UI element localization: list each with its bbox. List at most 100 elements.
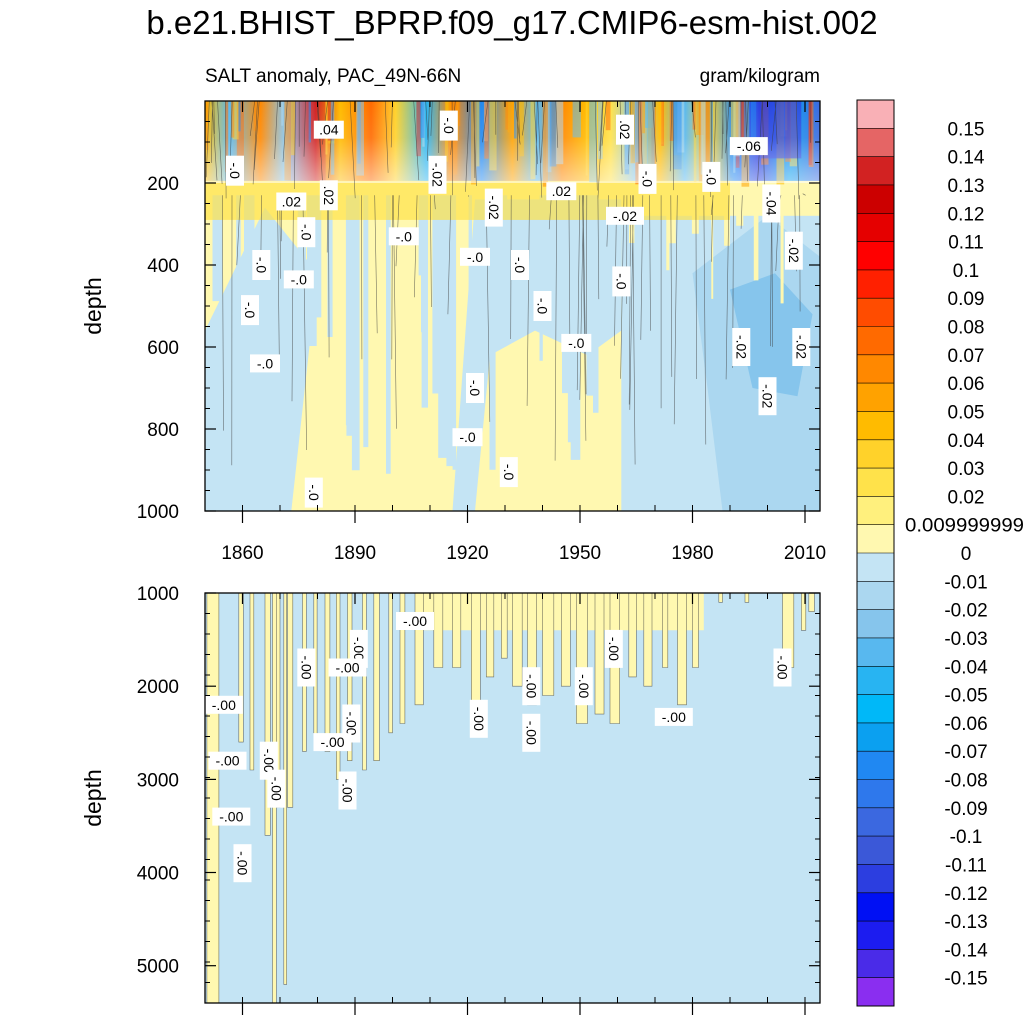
bottom-y-axis-title: depth	[80, 769, 106, 827]
top-contour-label: -.0	[388, 227, 419, 246]
colorbar-swatch	[857, 298, 894, 327]
top-x-tick-label: 1980	[671, 543, 713, 564]
top-contour-label: -.0	[499, 457, 518, 488]
colorbar-label: 0.1	[953, 261, 979, 282]
colorbar-label: 0.11	[948, 233, 984, 254]
bottom-contour-label-text: -.00	[212, 697, 236, 713]
bottom-contour-label-text: -.00	[298, 655, 314, 679]
top-x-tick-label: 1950	[559, 543, 601, 564]
colorbar-label: -0.03	[944, 629, 987, 650]
colorbar-label: -0.15	[944, 969, 987, 990]
top-contour-label: -.0	[460, 247, 490, 266]
top-x-tick-label: 2010	[784, 543, 826, 564]
colorbar-swatch	[857, 921, 894, 950]
top-contour-label: -.0	[702, 161, 721, 192]
colorbar-label: -0.04	[944, 657, 988, 678]
top-contour-label-text: -.02	[613, 208, 637, 224]
top-contour-label-text: -.0	[640, 171, 656, 188]
top-fade	[205, 101, 820, 183]
bottom-y-tick-label: 3000	[137, 770, 179, 791]
top-contour-label: -.02	[428, 155, 447, 194]
bottom-contour-label-text: -.00	[576, 674, 592, 698]
top-contour-label-text: -.0	[512, 257, 528, 274]
bottom-contour-label-text: -.00	[215, 753, 239, 769]
colorbar-swatch	[857, 864, 894, 894]
colorbar-swatch	[857, 100, 894, 129]
colorbar-label: 0.06	[948, 374, 985, 395]
chart-title: b.e21.BHIST_BPRP.f09_g17.CMIP6-esm-hist.…	[146, 4, 878, 41]
colorbar-swatch	[857, 128, 894, 157]
bottom-contour-label-text: -.00	[523, 674, 539, 698]
top-x-tick-label: 1890	[334, 543, 376, 564]
top-contour-label: -.0	[297, 217, 316, 248]
top-contour-label: -.0	[241, 295, 259, 326]
colorbar-swatch	[857, 637, 894, 667]
bottom-contour-label-text: -.00	[662, 709, 686, 725]
top-contour-label: -.02	[732, 328, 751, 366]
colorbar-label: 0.15	[948, 119, 985, 140]
top-contour-label: -.02	[784, 231, 803, 270]
colorbar-swatch	[857, 977, 894, 1007]
top-x-tick-label: 1860	[221, 543, 263, 564]
top-contour-label: -.0	[452, 428, 483, 447]
colorbar-swatch	[857, 722, 894, 752]
top-field-negative-deep	[730, 273, 813, 397]
colorbar-swatch	[857, 156, 894, 186]
top-contour-label-text: -.02	[733, 335, 749, 359]
colorbar-label: -0.1	[950, 827, 983, 848]
colorbar-swatch	[857, 326, 894, 356]
colorbar-swatch	[857, 524, 894, 554]
colorbar-label: 0.05	[948, 402, 985, 423]
colorbar-label: -0.12	[944, 884, 987, 905]
top-contour-label-text: -.0	[306, 484, 322, 501]
top-y-axis: 200 400 600 800 1000	[137, 100, 820, 523]
colorbar-swatch	[857, 269, 894, 299]
bottom-y-tick-label: 2000	[137, 677, 179, 698]
colorbar-label: -0.13	[944, 912, 987, 933]
top-contour-label: -.0	[252, 250, 271, 280]
bottom-panel: -.00-.00-.00-.00-.00-.00-.00-.00-.00-.00…	[80, 584, 821, 1015]
top-contour-label-text: -.0	[459, 429, 476, 445]
top-contour-label-text: -.0	[501, 464, 517, 481]
top-subtitle-right: gram/kilogram	[700, 66, 820, 87]
colorbar-swatch	[857, 779, 894, 809]
top-contour-label-text: -.0	[298, 224, 314, 241]
top-y-tick-label: 600	[147, 338, 179, 359]
bottom-contour-label-text: -.00	[403, 613, 427, 629]
top-contour-label-text: -.0	[227, 163, 243, 180]
top-contour-label-text: -.06	[737, 138, 761, 154]
bottom-positive-streaks	[206, 593, 815, 1003]
colorbar-label: -0.06	[944, 714, 987, 735]
bottom-contour-label: -.00	[212, 807, 251, 826]
bottom-contour-label: -.00	[773, 648, 792, 687]
top-contour-label: -.0	[533, 291, 552, 321]
top-contour-label-text: -.0	[441, 117, 457, 134]
colorbar-swatch	[857, 807, 894, 837]
top-contour-label: -.0	[638, 163, 657, 194]
bottom-contour-label-text: -.00	[335, 660, 359, 676]
colorbar-swatch	[857, 949, 894, 979]
colorbar-label: 0.02	[948, 487, 985, 508]
bottom-contour-label-text: -.00	[343, 711, 359, 735]
top-contour-labels: .04 -.0 .02 -.06 -.0 -.02 .02 .02 -.02 .02 -.0 -.0 -…	[226, 110, 811, 508]
colorbar-label: -0.09	[944, 799, 987, 820]
colorbar-swatch	[857, 836, 894, 865]
bottom-contour-label-text: -.00	[351, 637, 367, 661]
colorbar-label: -0.05	[944, 686, 987, 707]
bottom-contour-label-text: -.00	[340, 778, 356, 802]
top-contour-label-text: .02	[282, 194, 302, 210]
bottom-contour-label-text: -.00	[523, 721, 539, 745]
bottom-contour-label: -.00	[208, 751, 247, 770]
bottom-contour-label: -.00	[313, 733, 352, 752]
top-contour-label-text: .04	[319, 122, 339, 138]
top-contour-label-text: .02	[552, 183, 572, 199]
bottom-contour-label: -.00	[328, 658, 367, 677]
top-y-tick-label: 400	[147, 256, 179, 277]
bottom-contour-label-text: -.00	[775, 655, 791, 679]
colorbar-label: 0.04	[948, 431, 985, 452]
top-contour-label-text: -.02	[430, 163, 446, 187]
top-y-tick-label: 1000	[137, 502, 179, 523]
bottom-contour-label-text: -.00	[606, 637, 622, 661]
colorbar-label: -0.01	[944, 572, 987, 593]
colorbar-swatch	[857, 213, 894, 242]
